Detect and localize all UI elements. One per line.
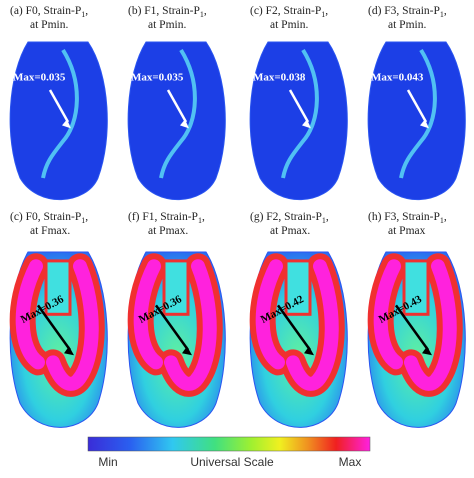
panel: (d) F3, Strain-P1,at Pmin.Max=0.043 (367, 5, 466, 201)
caption-head: (h) F3, Strain-P (368, 211, 440, 223)
caption-subscript: 1 (321, 10, 325, 19)
caption-subscript: 1 (200, 10, 204, 19)
caption-subscript: 1 (440, 10, 444, 19)
arrow-head (180, 119, 189, 129)
strain-peak (133, 259, 217, 391)
strain-peak (373, 259, 457, 391)
color-bar (87, 436, 371, 452)
caption-head: (a) F0, Strain-P (10, 5, 81, 17)
caption-subscript: 1 (440, 216, 444, 225)
cavity (44, 259, 72, 316)
model (249, 41, 348, 201)
panel-caption: (c) F2, Strain-P1, (250, 5, 328, 19)
caption-tail: , (444, 5, 447, 17)
scale-min: Min (98, 455, 117, 469)
arrow (394, 304, 430, 351)
panel: (f) F1, Strain-P1,at Pmax.Max=0.36 (127, 211, 226, 428)
panel-caption: (g) F2, Strain-P1, (250, 211, 329, 225)
caption-line2: at Pmin. (30, 19, 68, 31)
caption-head: (b) F1, Strain-P (128, 5, 200, 17)
caption-tail: , (85, 211, 88, 223)
arrow-head (302, 119, 311, 129)
arrow (288, 89, 310, 123)
caption-subscript: 1 (198, 216, 202, 225)
strain-peak (255, 259, 339, 391)
caption-tail: , (326, 211, 329, 223)
caption-line2: at Pmax. (148, 225, 188, 237)
arrow-head (64, 346, 74, 356)
scale-max: Max (339, 455, 362, 469)
arrow-head (182, 346, 192, 356)
model (127, 41, 226, 201)
cavity (284, 259, 312, 316)
arrow (276, 304, 312, 351)
caption-subscript: 1 (81, 10, 85, 19)
arrow (48, 89, 70, 123)
panel: (h) F3, Strain-P1,at PmaxMax=0.43 (367, 211, 466, 428)
cavity (162, 259, 190, 316)
caption-line2: at Pmax. (270, 225, 310, 237)
arrow-head (420, 119, 429, 129)
caption-tail: , (204, 5, 207, 17)
panel: (g) F2, Strain-P1,at Pmax.Max=0.42 (249, 211, 348, 428)
caption-line2: at Pmin. (270, 19, 308, 31)
panel: (a) F0, Strain-P1,at Pmin.Max=0.035 (9, 5, 108, 201)
panel-caption: (b) F1, Strain-P1, (128, 5, 207, 19)
max-label: Max=0.038 (253, 71, 306, 83)
caption-head: (f) F1, Strain-P (128, 211, 198, 223)
caption-line2: at Pmin. (388, 19, 426, 31)
arrow (406, 89, 428, 123)
model (367, 41, 466, 201)
strain-band (41, 48, 79, 179)
strain-band (281, 48, 319, 179)
arrow (166, 89, 188, 123)
caption-line2: at Pmin. (148, 19, 186, 31)
caption-head: (d) F3, Strain-P (368, 5, 440, 17)
panel-caption: (h) F3, Strain-P1, (368, 211, 447, 225)
arrow-head (304, 346, 314, 356)
arrow (154, 304, 190, 351)
strain-band (159, 48, 197, 179)
panel: (c) F2, Strain-P1,at Pmin.Max=0.038 (249, 5, 348, 201)
model (9, 41, 108, 201)
max-label: Max=0.035 (13, 71, 66, 83)
caption-tail: , (202, 211, 205, 223)
caption-line2: at Fmax. (30, 225, 70, 237)
caption-head: (c) F2, Strain-P (250, 5, 321, 17)
caption-tail: , (444, 211, 447, 223)
arrow (36, 304, 72, 351)
strain-peak (15, 259, 99, 391)
caption-tail: , (85, 5, 88, 17)
panel: (b) F1, Strain-P1,at Pmin.Max=0.035 (127, 5, 226, 201)
panel-caption: (d) F3, Strain-P1, (368, 5, 447, 19)
max-label: Max=0.043 (371, 71, 424, 83)
max-label: Max=0.035 (131, 71, 184, 83)
scale-title: Universal Scale (190, 455, 274, 469)
caption-subscript: 1 (322, 216, 326, 225)
panel-caption: (a) F0, Strain-P1, (10, 5, 88, 19)
caption-head: (g) F2, Strain-P (250, 211, 322, 223)
cavity (402, 259, 430, 316)
panel-caption: (f) F1, Strain-P1, (128, 211, 205, 225)
caption-head: (c) F0, Strain-P (10, 211, 81, 223)
caption-line2: at Pmax (388, 225, 426, 237)
arrow-head (422, 346, 432, 356)
arrow-head (62, 119, 71, 129)
caption-tail: , (325, 5, 328, 17)
strain-band (399, 48, 437, 179)
caption-subscript: 1 (81, 216, 85, 225)
panel: (c) F0, Strain-P1,at Fmax.Max=0.36 (9, 211, 108, 428)
color-scale: Min Universal Scale Max (87, 436, 371, 469)
panel-caption: (c) F0, Strain-P1, (10, 211, 88, 225)
